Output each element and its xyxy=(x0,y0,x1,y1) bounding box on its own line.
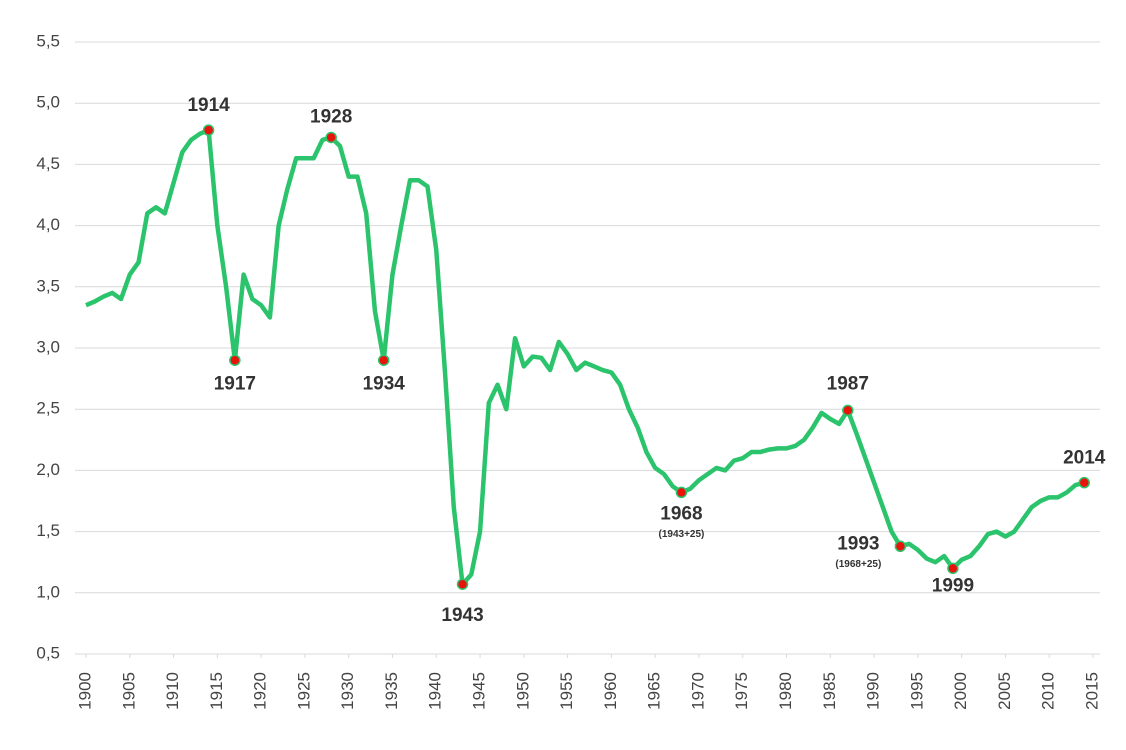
y-tick-label: 5,5 xyxy=(36,31,60,50)
x-tick-label: 1960 xyxy=(601,672,620,710)
annotation: 1999 xyxy=(932,575,974,596)
x-tick-label: 1905 xyxy=(119,672,138,710)
highlight-marker xyxy=(456,578,469,590)
line xyxy=(85,127,1085,587)
x-tick-label: 1940 xyxy=(426,672,445,710)
y-tick-label: 1,5 xyxy=(36,521,60,540)
annotation: 2014 xyxy=(1063,448,1106,469)
highlight-marker xyxy=(325,131,337,144)
x-tick-label: 2000 xyxy=(951,672,970,710)
x-tick-label: 1915 xyxy=(207,672,226,710)
annotation: 1928 xyxy=(310,106,352,127)
y-tick-label: 1,0 xyxy=(36,582,60,601)
x-tick-label: 1980 xyxy=(776,672,795,710)
x-tick-label: 1925 xyxy=(294,672,313,710)
annotation-note: (1943+25) xyxy=(659,529,705,540)
x-tick-label: 2010 xyxy=(1039,672,1058,710)
highlight-marker xyxy=(377,354,390,366)
x-tick-label: 1965 xyxy=(645,672,664,710)
x-tick-label: 1975 xyxy=(732,672,751,710)
annotation: 1968 xyxy=(660,503,702,524)
highlight-marker xyxy=(675,486,688,499)
y-tick-label: 3,5 xyxy=(36,276,60,295)
y-tick-label: 4,5 xyxy=(36,154,60,173)
x-tick-label: 1945 xyxy=(470,672,489,710)
x-tick-label: 1950 xyxy=(513,672,532,710)
annotation: 1987 xyxy=(827,373,869,394)
x-tick-label: 1995 xyxy=(907,672,926,710)
x-tick-label: 2015 xyxy=(1082,672,1101,710)
annotation: 1934 xyxy=(363,373,406,394)
annotation: 1993 xyxy=(837,533,879,554)
annotation: 1914 xyxy=(187,95,230,116)
highlight-marker xyxy=(202,124,215,136)
x-tick-label: 1970 xyxy=(688,672,707,710)
y-tick-label: 2,5 xyxy=(36,399,60,418)
x-tick-label: 1930 xyxy=(338,672,357,710)
annotation: 1917 xyxy=(214,373,256,394)
y-tick-label: 4,0 xyxy=(36,215,60,234)
highlight-marker xyxy=(894,540,907,553)
x-tick-label: 1910 xyxy=(163,672,182,710)
highlight-marker xyxy=(229,354,241,366)
x-tick-label: 1955 xyxy=(557,672,576,710)
annotation: 1943 xyxy=(441,605,483,626)
x-tick-label: 1900 xyxy=(75,672,94,710)
highlight-marker xyxy=(947,562,959,575)
x-tick-label: 1920 xyxy=(251,672,270,710)
y-tick-label: 2,0 xyxy=(36,460,60,479)
x-tick-label: 1935 xyxy=(382,672,401,710)
y-tick-label: 5,0 xyxy=(36,93,60,112)
y-tick-label: 0,5 xyxy=(36,643,60,662)
highlight-marker xyxy=(842,404,854,417)
x-tick-label: 1985 xyxy=(820,672,839,710)
x-tick-label: 2005 xyxy=(995,672,1014,710)
x-tick-label: 1990 xyxy=(864,672,883,710)
annotation-note: (1968+25) xyxy=(835,559,881,570)
y-tick-label: 3,0 xyxy=(36,337,60,356)
highlight-marker xyxy=(1078,476,1090,489)
